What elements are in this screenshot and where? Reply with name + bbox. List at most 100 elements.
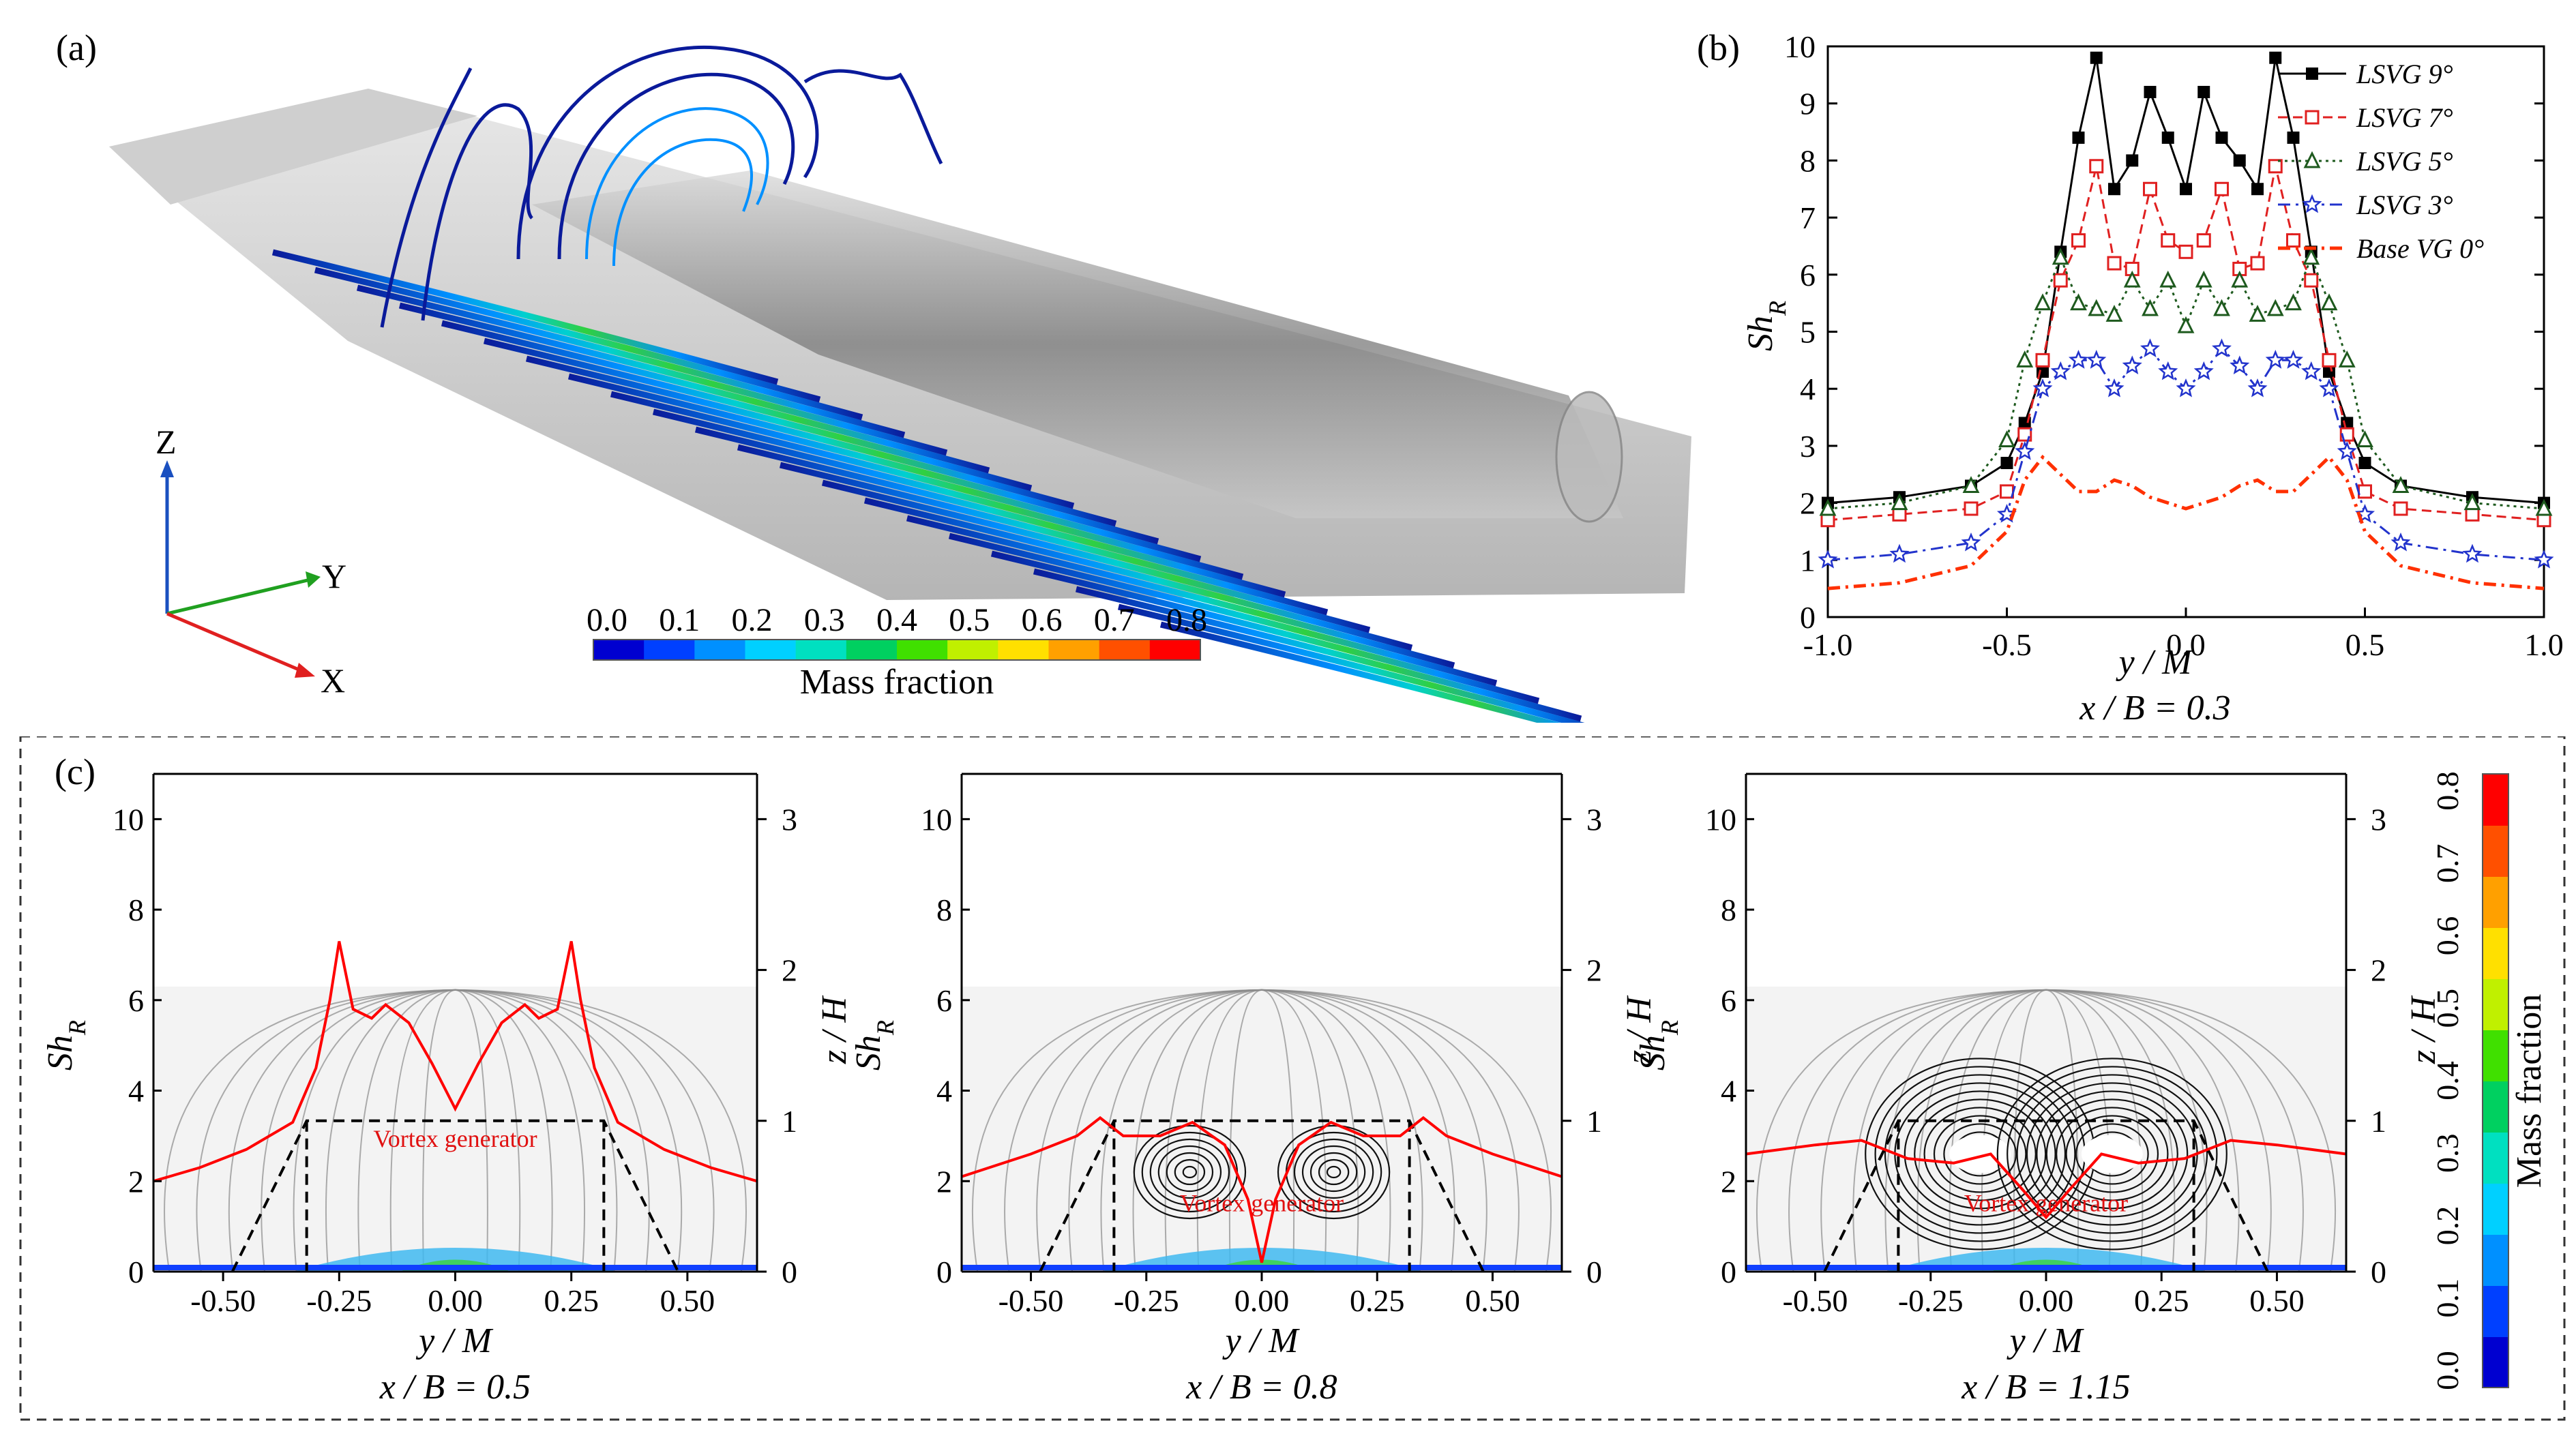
streamline-ribbon (1117, 603, 1625, 740)
x-tick-label: -0.50 (190, 1283, 256, 1318)
colorbar-c-title: Mass fraction (2510, 994, 2549, 1188)
y-axis-label: Y (322, 557, 346, 595)
streamline-ribbon (398, 302, 906, 438)
data-point (2212, 338, 2232, 357)
data-point (2266, 299, 2284, 316)
data-point (2107, 256, 2122, 271)
y-tick-label: 6 (1721, 983, 1736, 1018)
colorbar-a-swatch (846, 640, 898, 660)
data-point (2090, 51, 2103, 64)
colorbar-c-swatch (2483, 1336, 2508, 1388)
streamline (585, 107, 769, 260)
data-point (2035, 353, 2050, 368)
colorbar-a-tick-label: 0.6 (1022, 602, 1063, 638)
data-point (2286, 233, 2300, 248)
streamline-ribbon (1075, 586, 1582, 722)
data-point (2053, 273, 2068, 288)
data-point (2304, 273, 2319, 288)
data-point (2356, 430, 2373, 448)
colorbar-a-tick-label: 0.7 (1094, 602, 1135, 638)
chart-b-series (1818, 51, 2554, 590)
colorbar-a-swatch (897, 640, 949, 660)
y2-tick-label: 0 (782, 1255, 797, 1289)
chart-b-ylabel: ShR (1741, 301, 1791, 351)
data-point (2140, 338, 2160, 357)
y2-tick-label: 3 (2371, 802, 2386, 837)
data-point (2215, 131, 2228, 144)
x-tick-label: -0.25 (1898, 1283, 1964, 1318)
subplot-caption: x / B = 0.5 (379, 1368, 531, 1407)
data-point (2050, 361, 2071, 380)
colorbar-c-swatch (2483, 927, 2508, 979)
data-point (2122, 355, 2142, 375)
data-point (2176, 378, 2196, 398)
y2-tick-label: 1 (2371, 1104, 2386, 1139)
data-point (2265, 349, 2285, 369)
colorbar-a-swatch (947, 640, 999, 660)
data-point (1819, 498, 1837, 516)
data-point (2302, 194, 2322, 213)
vortex-ring (2007, 1066, 2218, 1242)
axis-triad: Z Y X (156, 423, 346, 700)
colorbar-a-swatch (644, 640, 696, 660)
vortex-ring (1914, 1098, 2047, 1210)
series (1827, 454, 2545, 590)
data-point (2320, 293, 2338, 311)
streamline (803, 69, 943, 165)
data-point (2177, 316, 2195, 333)
chart-b-axes: 0 1 2 3 4 5 6 7 8 9 10 -1.0 -0.5 0.0 0.5 1.0 (1784, 29, 2564, 662)
data-point (2251, 183, 2264, 196)
y-tick-label: 8 (1800, 143, 1816, 178)
y-axis-line (166, 578, 311, 616)
y-tick-label: 0 (128, 1255, 144, 1289)
y-tick-label: 9 (1800, 87, 1816, 121)
colorbar-c-tick-label: 0.1 (2430, 1278, 2465, 1318)
chart-b-xlabel: y / M (2116, 643, 2194, 682)
y-tick-label: 2 (1800, 486, 1816, 521)
streamline-ribbon (356, 284, 863, 421)
colorbar-c-swatch (2483, 978, 2508, 1030)
colorbar-a-swatch (1048, 640, 1100, 660)
data-point (2143, 181, 2157, 196)
x-tick-label: -0.25 (306, 1283, 372, 1318)
z-axis-arrow (160, 460, 174, 477)
vortex-ring (1884, 1074, 2076, 1234)
streamline-ribbon (737, 444, 1244, 580)
y-tick-label: 10 (1784, 29, 1816, 64)
colorbar-c-swatch (2483, 1234, 2508, 1286)
streamline-ribbon (948, 533, 1455, 669)
y-tick-label: 7 (1800, 200, 1816, 235)
subplot-xlabel: y / M (2007, 1321, 2085, 1360)
shr-curve (1745, 1139, 2347, 1220)
data-point (2032, 378, 2053, 398)
streamline-ribbon (483, 338, 990, 474)
colorbar-c-tick-label: 0.3 (2430, 1134, 2465, 1173)
subplot-xlabel: y / M (415, 1321, 494, 1360)
colorbar-a-ticks: 0.0 0.1 0.2 0.3 0.4 0.5 0.6 0.7 0.8 (587, 602, 1207, 638)
flow-streamline (972, 989, 1552, 1272)
streamline-ribbon (271, 249, 779, 385)
y-tick-label: 10 (921, 802, 952, 837)
colorbar-c-tick-label: 0.2 (2430, 1206, 2465, 1246)
subplot-y2label: z / H (815, 995, 854, 1065)
x-axis-label: X (321, 661, 345, 700)
panel-a-figure: (a) Z Y X (56, 27, 1691, 758)
series (1818, 338, 2554, 569)
colorbar-c-frame (2482, 773, 2509, 1388)
y-tick-label: 2 (1721, 1164, 1736, 1199)
colorbar-a-tick-label: 0.0 (587, 602, 627, 638)
series (1819, 248, 2553, 516)
data-point (2249, 305, 2266, 322)
data-point (2322, 353, 2337, 368)
streamline (380, 67, 473, 328)
streamline-ribbons (271, 249, 1667, 758)
colorbar-a-tick-label: 0.8 (1166, 602, 1207, 638)
data-point (2072, 131, 2085, 144)
y-tick-label: 2 (936, 1164, 952, 1199)
colorbar-a-swatch (998, 640, 1050, 660)
data-point (2301, 361, 2322, 380)
vortex-generator-label: Vortex generator (373, 1125, 537, 1152)
y-tick-label: 0 (1721, 1255, 1736, 1289)
colorbar-c-tick-label: 0.0 (2430, 1351, 2465, 1390)
